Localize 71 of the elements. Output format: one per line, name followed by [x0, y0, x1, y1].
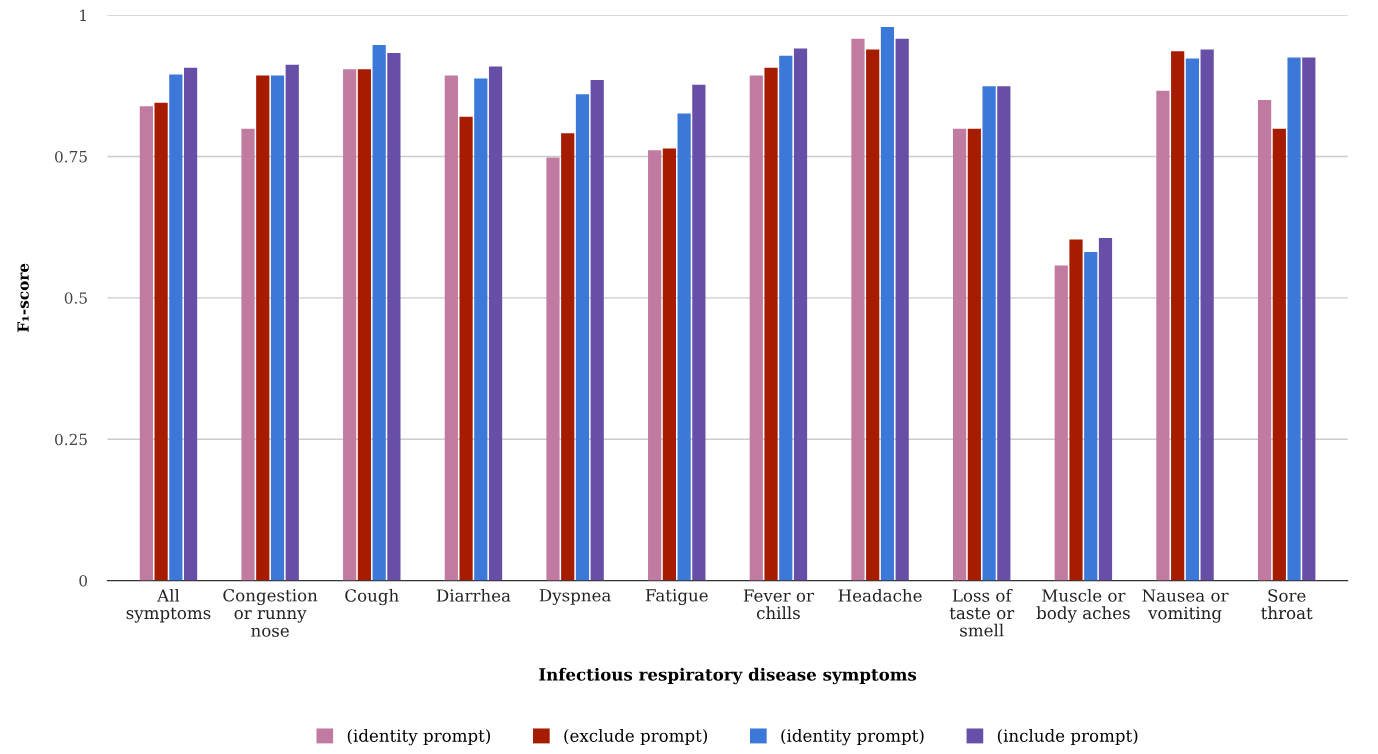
x-tick-label: Fatigue — [645, 589, 708, 606]
bar — [488, 66, 503, 581]
y-tick-label: 0.25 — [55, 433, 87, 446]
bar — [1098, 237, 1113, 581]
bar — [1287, 57, 1301, 581]
bar — [387, 52, 401, 581]
bar — [997, 86, 1011, 581]
bar — [662, 148, 676, 581]
y-tick-label: 1 — [80, 9, 86, 21]
bar — [1054, 265, 1068, 581]
legend-label: (identity prompt) — [781, 728, 924, 746]
x-tick-label: Congestion or runny nose — [223, 588, 318, 637]
bar — [561, 133, 575, 581]
bar — [343, 69, 357, 581]
bar — [1185, 58, 1200, 581]
bar — [692, 84, 706, 581]
bar — [1069, 239, 1083, 581]
y-axis-title: F₁-score — [17, 263, 29, 332]
legend-label: (identity prompt) — [347, 728, 491, 746]
legend-label: (include prompt) — [997, 728, 1138, 746]
bar — [866, 49, 880, 581]
bar — [357, 69, 372, 581]
bar — [444, 75, 458, 581]
bar — [546, 157, 560, 581]
x-tick-label: Loss of taste or smell — [949, 588, 1015, 637]
bar — [1156, 90, 1170, 581]
bar — [953, 128, 967, 581]
bar — [474, 78, 488, 581]
legend-label: (exclude prompt) — [564, 728, 708, 746]
bar — [967, 128, 981, 581]
bar — [677, 113, 691, 581]
x-tick-label: Sore throat — [1261, 589, 1313, 620]
bar — [749, 75, 763, 581]
bar — [1200, 49, 1214, 581]
y-tick-label: 0.75 — [55, 150, 87, 163]
bar — [241, 128, 255, 581]
x-tick-label: Fever or chills — [743, 589, 814, 620]
x-tick-label: Muscle or body aches — [1036, 588, 1130, 623]
bar — [154, 102, 168, 581]
bar — [1302, 57, 1316, 581]
bar — [169, 74, 183, 581]
x-tick-label: Dyspnea — [539, 589, 611, 606]
x-axis-title: Infectious respiratory disease symptoms — [539, 667, 917, 685]
bar — [851, 38, 865, 581]
x-tick-label: Diarrhea — [436, 588, 511, 602]
bar — [285, 64, 299, 581]
bar — [590, 80, 604, 581]
y-tick-label: 0.5 — [64, 292, 87, 304]
bar — [1171, 51, 1185, 581]
bar — [880, 26, 895, 581]
bar — [1084, 252, 1098, 581]
bar — [764, 67, 778, 581]
bar — [459, 116, 473, 581]
bar — [779, 55, 793, 581]
bar — [139, 106, 153, 581]
x-tick-label: Cough — [345, 588, 399, 606]
bar — [183, 67, 198, 581]
bar — [372, 45, 386, 581]
bar — [256, 75, 270, 581]
y-tick-label: 0 — [79, 575, 88, 587]
x-tick-label: Headache — [838, 588, 922, 602]
bar — [648, 150, 662, 581]
bar — [270, 75, 285, 581]
bar — [982, 86, 996, 581]
bar — [793, 48, 808, 581]
bar — [1257, 99, 1272, 581]
bar — [575, 94, 590, 581]
bar — [1272, 128, 1286, 581]
bar — [895, 38, 909, 581]
x-tick-label: Nausea or vomiting — [1142, 589, 1229, 623]
x-tick-label: All symptoms — [126, 588, 211, 623]
